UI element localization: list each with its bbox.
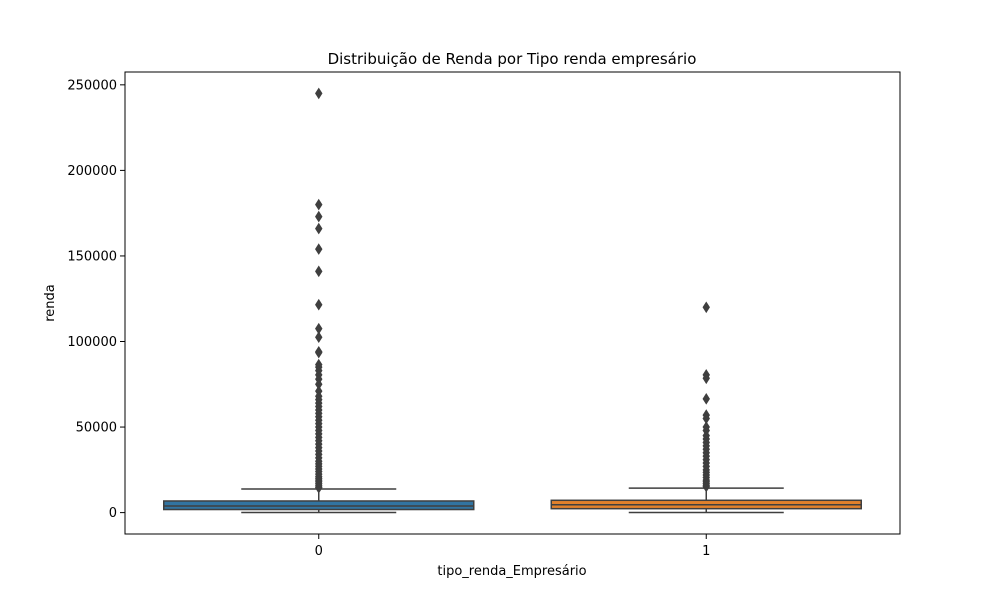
outlier-point: [315, 222, 323, 235]
y-tick-label: 50000: [76, 421, 117, 436]
outlier-point: [315, 481, 323, 494]
x-axis-label: tipo_renda_Empresário: [437, 564, 586, 579]
y-tick-label: 200000: [67, 164, 117, 179]
box-group-0: [163, 87, 475, 514]
plot-area: [163, 87, 862, 514]
outlier-point: [702, 480, 710, 493]
y-tick-label: 150000: [67, 249, 117, 264]
outlier-point: [315, 331, 323, 344]
outlier-point: [315, 265, 323, 278]
outlier-point: [315, 346, 323, 359]
x-tick-label: 1: [702, 544, 710, 559]
y-axis: 0 50000 100000 150000 200000 250000: [67, 78, 125, 521]
outlier-point: [315, 298, 323, 311]
x-tick-label: 0: [315, 544, 323, 559]
outlier-point: [315, 87, 323, 100]
outlier-point: [702, 393, 710, 405]
box-group-1: [550, 301, 862, 514]
plot-frame: [124, 71, 901, 535]
y-tick-label: 0: [109, 506, 117, 521]
chart-title: Distribuição de Renda por Tipo renda emp…: [328, 50, 697, 68]
outlier-point: [702, 301, 710, 314]
y-tick-label: 100000: [67, 335, 117, 350]
outlier-point: [315, 243, 323, 255]
outlier-point: [315, 210, 323, 223]
y-axis-label: renda: [43, 284, 58, 322]
y-tick-label: 250000: [67, 78, 117, 93]
outlier-point: [702, 372, 710, 385]
outlier-point: [315, 198, 323, 211]
